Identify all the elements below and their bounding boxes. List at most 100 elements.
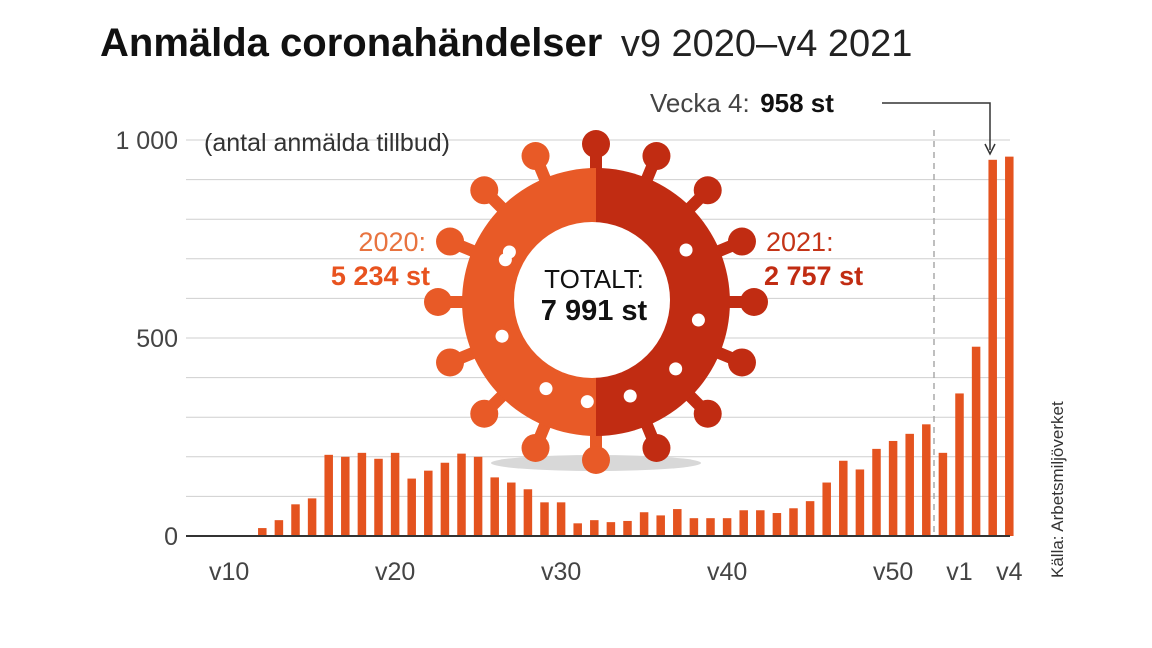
total-label: TOTALT:: [544, 264, 644, 294]
bar-v31: [573, 523, 582, 536]
virus-spike-tip: [424, 288, 452, 316]
x-tick-label: v30: [541, 558, 581, 586]
virus-spike-tip: [727, 348, 756, 377]
y-tick-label: 1 000: [115, 127, 178, 155]
bar-v29: [540, 502, 549, 536]
bar-v23: [440, 462, 450, 536]
bar-v4: [1005, 156, 1014, 536]
virus-surface-dot: [495, 329, 509, 343]
virus-spike-tip: [642, 142, 671, 171]
virus-surface-dot: [691, 313, 705, 327]
total-value: 7 991 st: [541, 295, 648, 327]
bar-v12: [258, 528, 267, 536]
source-label: Källa: Arbetsmiljöverket: [1048, 401, 1067, 578]
chart-title-main: Anmälda coronahändelser: [100, 21, 602, 65]
x-tick-label: v1: [946, 558, 972, 586]
bar-v25: [473, 456, 483, 536]
callout-value: 958 st: [760, 88, 834, 118]
virus-spike-tip: [642, 433, 671, 462]
bar-v13: [274, 520, 284, 536]
virus-spike-tip: [436, 227, 465, 256]
year-2021-label: 2021:: [766, 227, 834, 257]
callout-arrowhead: [984, 143, 996, 156]
x-tick-label: v40: [707, 558, 747, 586]
bar-v39: [706, 518, 715, 536]
bar-v40: [722, 518, 732, 536]
bar-v47: [839, 460, 848, 536]
bar-v21: [407, 478, 416, 536]
bar-v14: [291, 504, 300, 536]
bar-v48: [855, 469, 865, 536]
virus-spike-tip: [740, 288, 768, 316]
year-2021-value: 2 757 st: [764, 261, 863, 291]
bar-v1: [955, 393, 964, 536]
bar-v26: [490, 477, 499, 536]
bar-v2: [971, 346, 981, 536]
bar-v35: [639, 512, 649, 536]
bar-v22: [424, 470, 433, 536]
bar-v18: [357, 452, 367, 536]
bar-v36: [656, 515, 665, 536]
y-tick-label: 500: [136, 325, 178, 353]
callout-prefix: Vecka 4:: [650, 88, 750, 118]
virus-surface-dot: [679, 243, 693, 257]
bar-v32: [590, 520, 599, 536]
virus-spike-tip: [693, 176, 722, 205]
bar-v3: [988, 159, 997, 537]
y-axis-ticks: 0 500 1 000: [115, 127, 178, 551]
virus-surface-dot: [580, 395, 594, 409]
bar-v19: [374, 458, 383, 536]
bar-v33: [606, 522, 616, 536]
y-tick-label: 0: [164, 523, 178, 551]
bar-v27: [507, 482, 516, 536]
virus-spike-tip: [582, 130, 610, 158]
bar-v17: [341, 456, 350, 536]
bar-v52: [922, 424, 931, 536]
bar-v34: [623, 520, 632, 536]
virus-spike-tip: [470, 399, 499, 428]
y-axis-unit-label: (antal anmälda tillbud): [204, 129, 450, 157]
bar-v16: [324, 454, 333, 536]
virus-spike-tip: [470, 176, 499, 205]
year-2020-value: 5 234 st: [331, 261, 430, 291]
virus-spike-tip: [693, 399, 722, 428]
virus-spike-tip: [436, 348, 465, 377]
year-2020-label: 2020:: [358, 227, 426, 257]
x-tick-label: v20: [375, 558, 415, 586]
bar-v37: [673, 509, 682, 536]
callout-text: Vecka 4: 958 st: [650, 88, 834, 118]
virus-spike-tip: [727, 227, 756, 256]
bar-v41: [739, 510, 748, 536]
virus-spike-tip: [521, 433, 550, 462]
bar-v42: [756, 510, 765, 536]
callout-leader-line: [882, 102, 991, 150]
bar-v20: [390, 452, 400, 536]
virus-center: [514, 222, 670, 378]
bar-v51: [905, 433, 914, 536]
chart-title-period: v9 2020–v4 2021: [621, 23, 913, 65]
bar-v44: [789, 508, 798, 536]
bar-v46: [822, 482, 831, 536]
bar-v53: [938, 452, 948, 536]
bar-v50: [888, 440, 898, 536]
bar-v49: [872, 448, 881, 536]
x-tick-label: v10: [209, 558, 249, 586]
chart-title: Anmälda coronahändelser v9 2020–v4 2021: [100, 21, 912, 65]
bar-v45: [805, 501, 815, 536]
bar-v30: [556, 502, 566, 536]
virus-surface-dot: [498, 253, 512, 267]
x-tick-label: v50: [873, 558, 913, 586]
virus-illustration: [424, 130, 768, 474]
virus-surface-dot: [539, 382, 553, 396]
bar-v38: [689, 518, 699, 536]
virus-surface-dot: [623, 389, 637, 403]
virus-surface-dot: [669, 362, 683, 376]
virus-spike-tip: [582, 446, 610, 474]
bars: [258, 156, 1014, 537]
bar-v15: [307, 498, 317, 536]
x-axis-ticks: v10 v20 v30 v40 v50 v1 v4: [209, 558, 1023, 586]
bar-v28: [523, 489, 533, 536]
bar-v24: [457, 453, 466, 536]
bar-v43: [772, 513, 782, 536]
